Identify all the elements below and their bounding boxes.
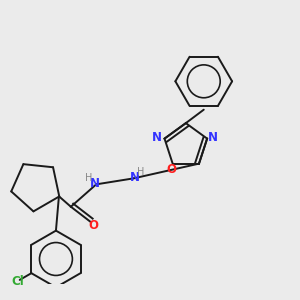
Text: H: H	[85, 173, 92, 183]
Text: H: H	[137, 167, 145, 177]
Text: N: N	[152, 131, 162, 144]
Text: N: N	[130, 171, 140, 184]
Text: N: N	[90, 177, 100, 190]
Text: O: O	[89, 219, 99, 232]
Text: N: N	[208, 130, 218, 144]
Text: Cl: Cl	[12, 275, 25, 288]
Text: O: O	[167, 163, 177, 176]
